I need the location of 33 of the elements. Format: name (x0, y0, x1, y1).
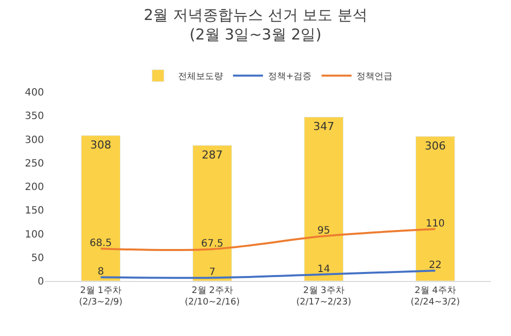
x-tick-label: 2월 2주차 (2/10~2/16) (184, 286, 240, 308)
data-label: 306 (424, 139, 446, 152)
chart-title: 2월 저녁종합뉴스 선거 보도 분석 (2월 3일~3월 2일) (144, 6, 368, 44)
x-tick-label: 2월 3주차 (2/17~2/23) (296, 286, 352, 308)
y-tick-label: 50 (31, 252, 44, 264)
data-label: 287 (202, 148, 223, 162)
data-label: 95 (317, 226, 330, 237)
y-tick-label: 350 (24, 111, 44, 122)
bar (192, 145, 232, 281)
y-tick-label: 300 (24, 134, 44, 146)
data-label: 8 (98, 266, 104, 278)
bar (80, 135, 121, 281)
data-label: 110 (426, 218, 445, 230)
bar (415, 136, 456, 281)
x-tick-label: 2월 4주차 (2/24~3/2) (410, 286, 460, 308)
legend-label: 전체보도량 (178, 72, 223, 82)
bar (304, 116, 344, 281)
y-tick-label: 200 (24, 182, 44, 193)
data-label: 67.5 (201, 238, 224, 250)
data-label: 22 (428, 260, 442, 272)
data-label: 7 (209, 267, 216, 278)
y-tick-label: 400 (24, 88, 44, 98)
legend-label: 정책+검증 (268, 72, 312, 82)
y-tick-label: 100 (24, 229, 44, 240)
data-label: 347 (313, 120, 334, 134)
data-label: 14 (317, 264, 330, 275)
y-tick-label: 250 (24, 158, 44, 170)
legend-label: 정책언급 (356, 72, 393, 82)
data-label: 308 (90, 138, 112, 152)
x-tick-label: 2월 1주차 (2/3~2/9) (78, 286, 123, 308)
data-label: 68.5 (90, 238, 112, 250)
y-tick-label: 0 (38, 276, 44, 288)
y-tick-label: 150 (24, 206, 44, 217)
